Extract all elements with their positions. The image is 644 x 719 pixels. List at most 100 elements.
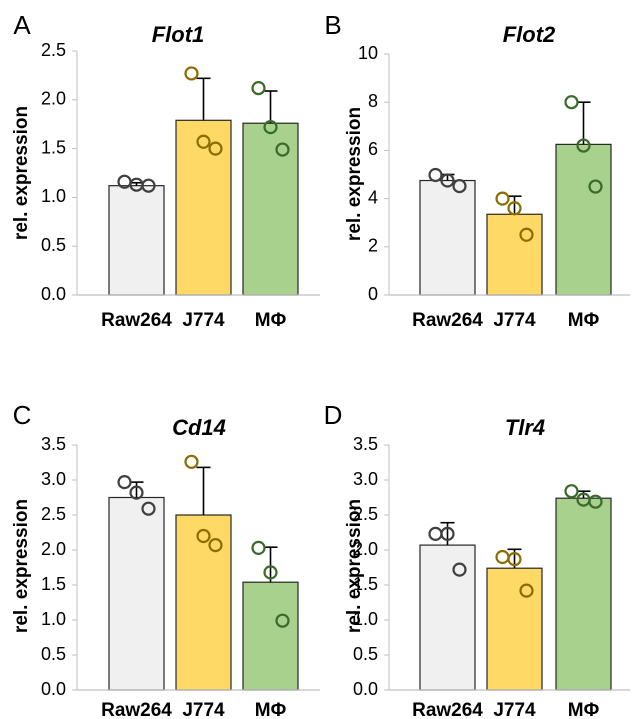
y-tick-label: 3.0 (41, 469, 66, 489)
y-tick-label: 10 (358, 43, 378, 63)
x-tick-label: Raw264 (101, 700, 172, 719)
x-tick-label: J774 (493, 310, 536, 331)
data-point (452, 562, 467, 577)
bar-m (555, 143, 612, 296)
y-tick-label: 1.5 (41, 574, 66, 594)
chart-panel-d: D Tlr4 rel. expression 0.0 0.5 1.0 1.5 2.0 2.5 3.… (324, 400, 630, 719)
y-tick-label: 2.0 (41, 539, 66, 559)
y-tick-label: 3.0 (353, 469, 378, 489)
bar-raw264 (419, 544, 476, 691)
bar-j774 (486, 213, 543, 296)
y-tick-label: 2 (368, 236, 378, 256)
chart-title: Flot2 (503, 22, 556, 47)
chart-panel-a: A Flot1 rel. expression 0.0 0.5 1.0 1.5 2.0 2.5 R… (11, 10, 320, 331)
x-tick-label: Raw264 (412, 700, 483, 719)
data-point (507, 201, 522, 216)
chart-panel-c: C Cd14 rel. expression 0.0 0.5 1.0 1.5 2.0 2.5 3.… (11, 400, 320, 719)
y-tick-label: 0.5 (353, 644, 378, 664)
y-tick-label: 0.0 (353, 679, 378, 699)
x-tick-label: J774 (182, 310, 225, 331)
y-tick-label: 2.0 (353, 539, 378, 559)
bar-raw264 (419, 179, 476, 296)
data-point (117, 475, 132, 490)
data-point (588, 494, 603, 509)
x-tick-label: MΦ (568, 310, 600, 331)
data-point (184, 66, 199, 81)
bar-m (242, 581, 299, 691)
data-point (428, 526, 443, 542)
data-point (184, 454, 199, 469)
x-tick-label: Raw264 (101, 310, 172, 331)
chart-title: Flot1 (152, 22, 205, 47)
y-tick-label: 0.5 (41, 644, 66, 664)
y-tick-label: 3.5 (353, 434, 378, 454)
data-point (141, 501, 156, 516)
x-tick-label: MΦ (568, 700, 600, 719)
y-tick-label: 0.0 (41, 679, 66, 699)
y-tick-label: 2.5 (41, 40, 66, 60)
y-tick-label: 1.5 (353, 574, 378, 594)
panel-letter: D (324, 400, 343, 430)
panel-letter: C (13, 400, 32, 430)
x-tick-label: MΦ (255, 700, 287, 719)
y-tick-label: 4 (368, 187, 378, 207)
data-point (129, 485, 144, 500)
data-point (588, 179, 603, 194)
data-point (564, 95, 579, 110)
y-tick-label: 2.0 (41, 89, 66, 109)
y-axis-label: rel. expression (344, 107, 365, 241)
data-point (452, 178, 467, 194)
y-tick-label: 0.5 (41, 235, 66, 255)
x-tick-label: MΦ (255, 310, 287, 331)
data-point (275, 142, 290, 157)
x-tick-label: J774 (493, 700, 536, 719)
data-point (576, 138, 591, 153)
y-tick-label: 6 (368, 139, 378, 159)
y-tick-label: 1.5 (41, 137, 66, 157)
data-point (196, 528, 211, 544)
y-tick-label: 2.5 (41, 504, 66, 524)
data-point (428, 167, 443, 183)
chart-panel-b: B Flot2 rel. expression 0 2 4 6 8 10 Raw264 J774 MΦ (324, 10, 630, 331)
data-point (507, 551, 522, 567)
data-point (141, 178, 156, 193)
data-point (519, 227, 534, 242)
data-point (196, 134, 211, 149)
data-point (263, 565, 278, 580)
y-tick-label: 3.5 (41, 434, 66, 454)
y-tick-label: 2.5 (353, 504, 378, 524)
data-point (495, 191, 510, 206)
data-point (263, 120, 278, 135)
bar-raw264 (108, 185, 165, 296)
chart-title: Cd14 (172, 415, 226, 440)
data-point (251, 80, 266, 96)
data-point (251, 540, 266, 556)
y-tick-label: 1.0 (41, 186, 66, 206)
bar-j774 (486, 567, 543, 691)
data-point (275, 613, 290, 628)
y-tick-label: 8 (368, 91, 378, 111)
data-point (519, 583, 534, 598)
panel-letter: B (324, 10, 341, 40)
y-axis-label: rel. expression (11, 106, 32, 240)
panel-letter: A (13, 10, 31, 40)
y-tick-label: 1.0 (41, 609, 66, 629)
bar-j774 (175, 119, 232, 296)
bar-m (555, 497, 612, 691)
data-point (440, 526, 455, 542)
x-tick-label: J774 (182, 700, 225, 719)
bar-m (242, 122, 299, 296)
data-point (208, 537, 223, 553)
y-axis-label: rel. expression (344, 499, 365, 633)
y-tick-label: 0 (368, 284, 378, 304)
data-point (208, 141, 223, 156)
data-point (564, 484, 579, 499)
data-point (495, 549, 510, 565)
y-tick-label: 0.0 (41, 284, 66, 304)
x-tick-label: Raw264 (412, 310, 483, 331)
chart-title: Tlr4 (505, 415, 545, 440)
data-point (440, 173, 455, 188)
bar-raw264 (108, 496, 165, 691)
y-axis-label: rel. expression (11, 499, 32, 633)
